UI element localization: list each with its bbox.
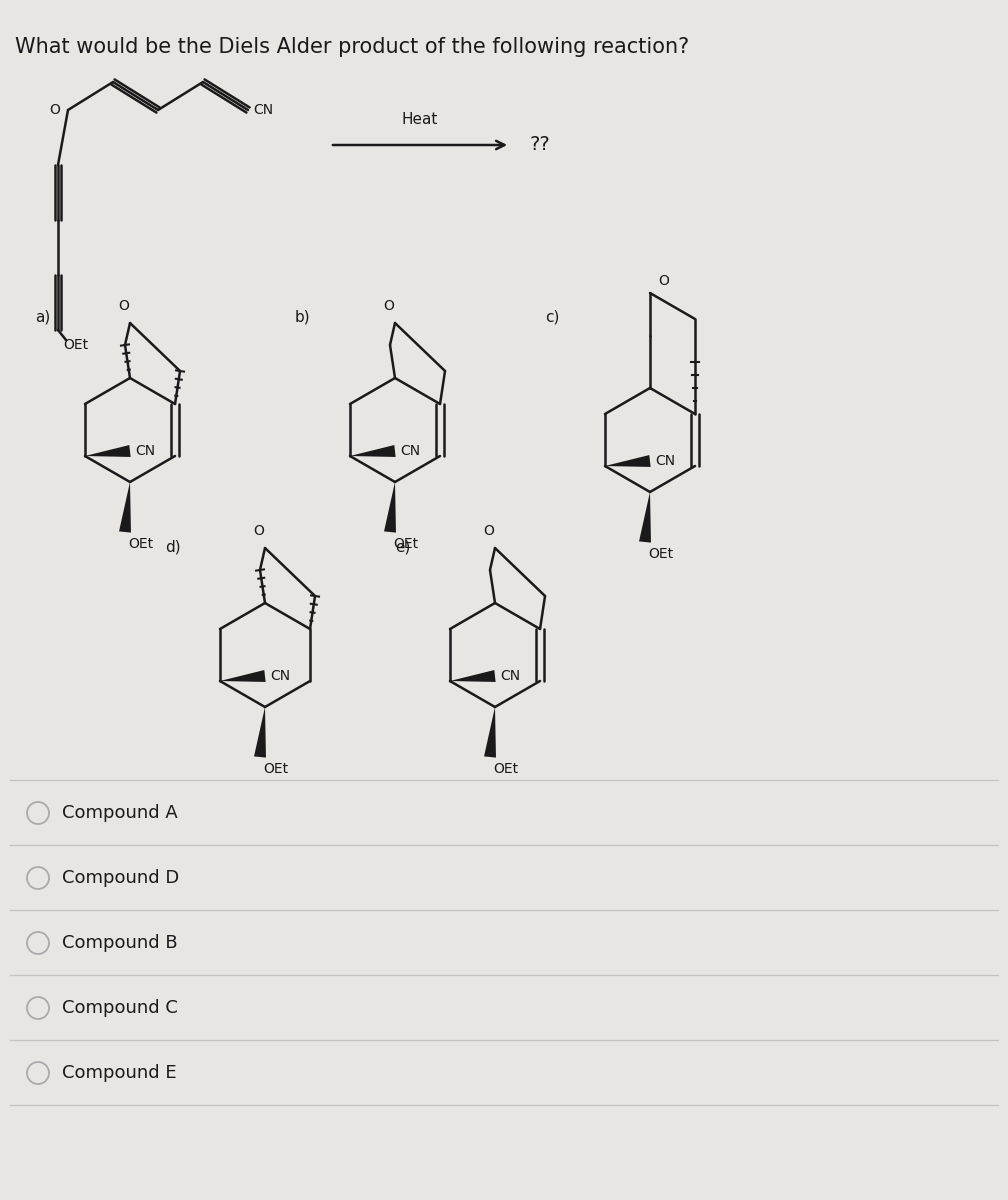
Text: O: O: [49, 103, 60, 116]
Text: Compound B: Compound B: [62, 934, 177, 952]
Polygon shape: [450, 670, 496, 682]
Polygon shape: [639, 492, 651, 542]
Text: OEt: OEt: [648, 547, 673, 560]
Polygon shape: [254, 707, 266, 757]
Text: CN: CN: [400, 444, 420, 458]
Text: OEt: OEt: [493, 762, 518, 776]
Polygon shape: [220, 670, 266, 682]
Text: CN: CN: [655, 454, 675, 468]
Text: OEt: OEt: [128, 538, 153, 551]
Polygon shape: [85, 445, 131, 457]
Text: a): a): [35, 310, 50, 325]
Text: b): b): [295, 310, 310, 325]
Polygon shape: [484, 707, 496, 757]
Text: OEt: OEt: [62, 338, 88, 352]
Text: O: O: [383, 299, 394, 313]
Text: Compound E: Compound E: [62, 1064, 176, 1082]
Text: CN: CN: [270, 670, 290, 683]
Text: Heat: Heat: [402, 112, 438, 127]
Text: CN: CN: [500, 670, 520, 683]
Text: O: O: [253, 524, 264, 538]
Text: Compound C: Compound C: [62, 998, 177, 1018]
Text: Compound D: Compound D: [62, 869, 179, 887]
Polygon shape: [384, 482, 396, 533]
Text: ??: ??: [530, 136, 550, 155]
Text: What would be the Diels Alder product of the following reaction?: What would be the Diels Alder product of…: [15, 37, 689, 56]
Polygon shape: [350, 445, 395, 457]
Text: O: O: [658, 274, 669, 288]
Text: CN: CN: [135, 444, 155, 458]
Text: O: O: [483, 524, 494, 538]
Text: d): d): [165, 540, 180, 554]
Text: e): e): [395, 540, 410, 554]
Polygon shape: [119, 482, 131, 533]
Text: O: O: [118, 299, 129, 313]
Text: Compound A: Compound A: [62, 804, 177, 822]
Text: OEt: OEt: [393, 538, 418, 551]
Text: OEt: OEt: [263, 762, 288, 776]
Text: c): c): [545, 310, 559, 325]
Polygon shape: [605, 455, 650, 467]
Text: CN: CN: [253, 103, 273, 116]
